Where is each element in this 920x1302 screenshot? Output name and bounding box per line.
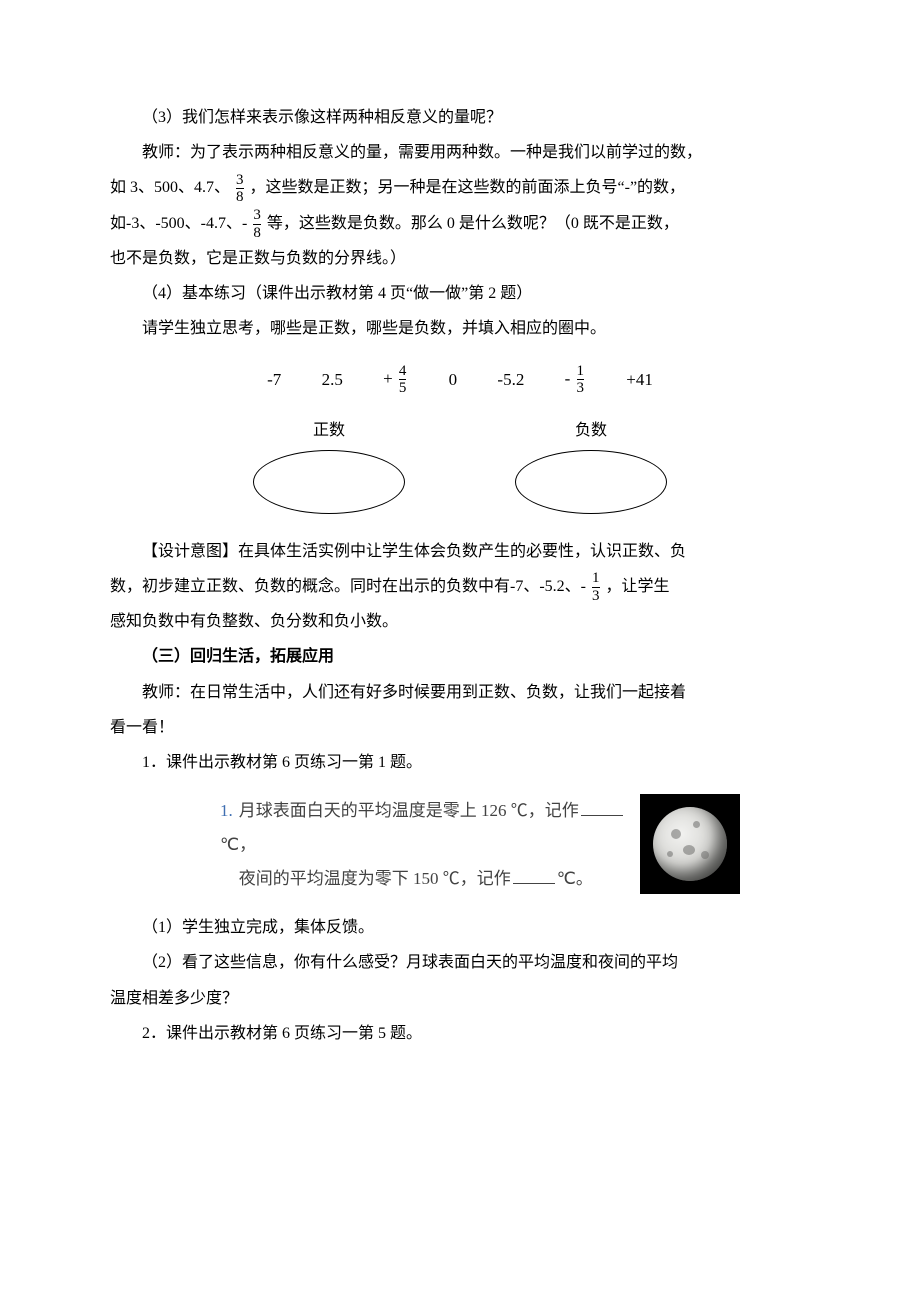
num-item: -5.2 bbox=[497, 366, 524, 393]
heading-section-3: （三）回归生活，拓展应用 bbox=[110, 639, 810, 674]
para-sub2a: （2）看了这些信息，你有什么感受？月球表面白天的平均温度和夜间的平均 bbox=[110, 945, 810, 980]
para-teacher-life-2: 看一看！ bbox=[110, 710, 810, 745]
exercise-inset: 1.月球表面白天的平均温度是零上 126 ℃，记作℃， 1.夜间的平均温度为零下… bbox=[220, 794, 740, 896]
para-item2: 2．课件出示教材第 6 页练习一第 5 题。 bbox=[110, 1016, 810, 1051]
text: 等，这些数是负数。那么 0 是什么数呢？（0 既不是正数， bbox=[267, 215, 679, 232]
num-item: 0 bbox=[449, 366, 458, 393]
para-design-intent-3: 感知负数中有负整数、负分数和负小数。 bbox=[110, 604, 810, 639]
para-item1: 1．课件出示教材第 6 页练习一第 1 题。 bbox=[110, 745, 810, 780]
sign: - bbox=[565, 369, 571, 388]
num-item: +41 bbox=[626, 366, 653, 393]
para-instruction: 请学生独立思考，哪些是正数，哪些是负数，并填入相应的圈中。 bbox=[110, 311, 810, 346]
crater bbox=[701, 851, 709, 859]
fraction-1-3: 1 3 bbox=[592, 570, 600, 604]
oval-positive bbox=[253, 450, 405, 514]
para-design-intent-1: 【设计意图】在具体生活实例中让学生体会负数产生的必要性，认识正数、负 bbox=[110, 534, 810, 569]
text: ℃， bbox=[220, 835, 256, 854]
oval-negative bbox=[515, 450, 667, 514]
denominator: 8 bbox=[253, 224, 261, 242]
fraction-3-8: 3 8 bbox=[236, 172, 244, 206]
text: ，让学生 bbox=[606, 578, 670, 595]
document-page: （3）我们怎样来表示像这样两种相反意义的量呢？ 教师：为了表示两种相反意义的量，… bbox=[0, 0, 920, 1111]
num-item-frac: - 1 3 bbox=[565, 363, 586, 397]
moon-sphere bbox=[653, 807, 727, 881]
para-zero: 也不是负数，它是正数与负数的分界线。） bbox=[110, 241, 810, 276]
oval-group-negative: 负数 bbox=[515, 413, 667, 514]
text: ℃。 bbox=[557, 869, 593, 888]
para-teacher-life: 教师：在日常生活中，人们还有好多时候要用到正数、负数，让我们一起接着 bbox=[110, 675, 810, 710]
denominator: 3 bbox=[592, 587, 600, 605]
exercise-number: 1. bbox=[220, 801, 233, 820]
para-q3: （3）我们怎样来表示像这样两种相反意义的量呢？ bbox=[110, 100, 810, 135]
numerator: 3 bbox=[236, 172, 244, 189]
numerator: 1 bbox=[592, 570, 600, 587]
num-item: 2.5 bbox=[322, 366, 343, 393]
crater bbox=[667, 851, 673, 857]
denominator: 3 bbox=[577, 379, 585, 397]
para-sub1: （1）学生独立完成，集体反馈。 bbox=[110, 910, 810, 945]
moon-image bbox=[640, 794, 740, 894]
crater bbox=[683, 845, 695, 855]
para-examples-pos: 如 3、500、4.7、 3 8 ，这些数是正数；另一种是在这些数的前面添上负号… bbox=[110, 170, 810, 205]
oval-group-positive: 正数 bbox=[253, 413, 405, 514]
num-item: -7 bbox=[267, 366, 281, 393]
text: 如 3、500、4.7、 bbox=[110, 179, 230, 196]
fraction-1-3: 1 3 bbox=[577, 363, 585, 397]
numerator: 3 bbox=[253, 207, 261, 224]
crater bbox=[671, 829, 681, 839]
denominator: 5 bbox=[399, 379, 407, 397]
numerator: 4 bbox=[399, 363, 407, 380]
text: 夜间的平均温度为零下 150 ℃，记作 bbox=[239, 869, 511, 888]
number-list: -7 2.5 + 4 5 0 -5.2 - 1 3 +41 bbox=[110, 363, 810, 397]
para-q4: （4）基本练习（课件出示教材第 4 页“做一做”第 2 题） bbox=[110, 276, 810, 311]
text: ，这些数是正数；另一种是在这些数的前面添上负号“-”的数， bbox=[250, 179, 686, 196]
crater bbox=[693, 821, 700, 828]
para-teacher-intro: 教师：为了表示两种相反意义的量，需要用两种数。一种是我们以前学过的数， bbox=[110, 135, 810, 170]
para-sub2b: 温度相差多少度？ bbox=[110, 981, 810, 1016]
para-design-intent-2: 数，初步建立正数、负数的概念。同时在出示的负数中有-7、-5.2、- 1 3 ，… bbox=[110, 569, 810, 604]
numerator: 1 bbox=[577, 363, 585, 380]
exercise-text: 1.月球表面白天的平均温度是零上 126 ℃，记作℃， 1.夜间的平均温度为零下… bbox=[220, 794, 626, 896]
oval-label-positive: 正数 bbox=[253, 413, 405, 448]
para-examples-neg: 如-3、-500、-4.7、- 3 8 等，这些数是负数。那么 0 是什么数呢？… bbox=[110, 206, 810, 241]
sign: + bbox=[383, 369, 393, 388]
blank-field bbox=[581, 798, 623, 816]
fraction-3-8: 3 8 bbox=[253, 207, 261, 241]
text: 数，初步建立正数、负数的概念。同时在出示的负数中有-7、-5.2、- bbox=[110, 578, 586, 595]
text: 如-3、-500、-4.7、- bbox=[110, 215, 247, 232]
fraction-4-5: 4 5 bbox=[399, 363, 407, 397]
num-item-frac: + 4 5 bbox=[383, 363, 408, 397]
oval-label-negative: 负数 bbox=[515, 413, 667, 448]
text: 月球表面白天的平均温度是零上 126 ℃，记作 bbox=[239, 801, 579, 820]
ovals-row: 正数 负数 bbox=[110, 413, 810, 514]
blank-field bbox=[513, 866, 555, 884]
denominator: 8 bbox=[236, 188, 244, 206]
